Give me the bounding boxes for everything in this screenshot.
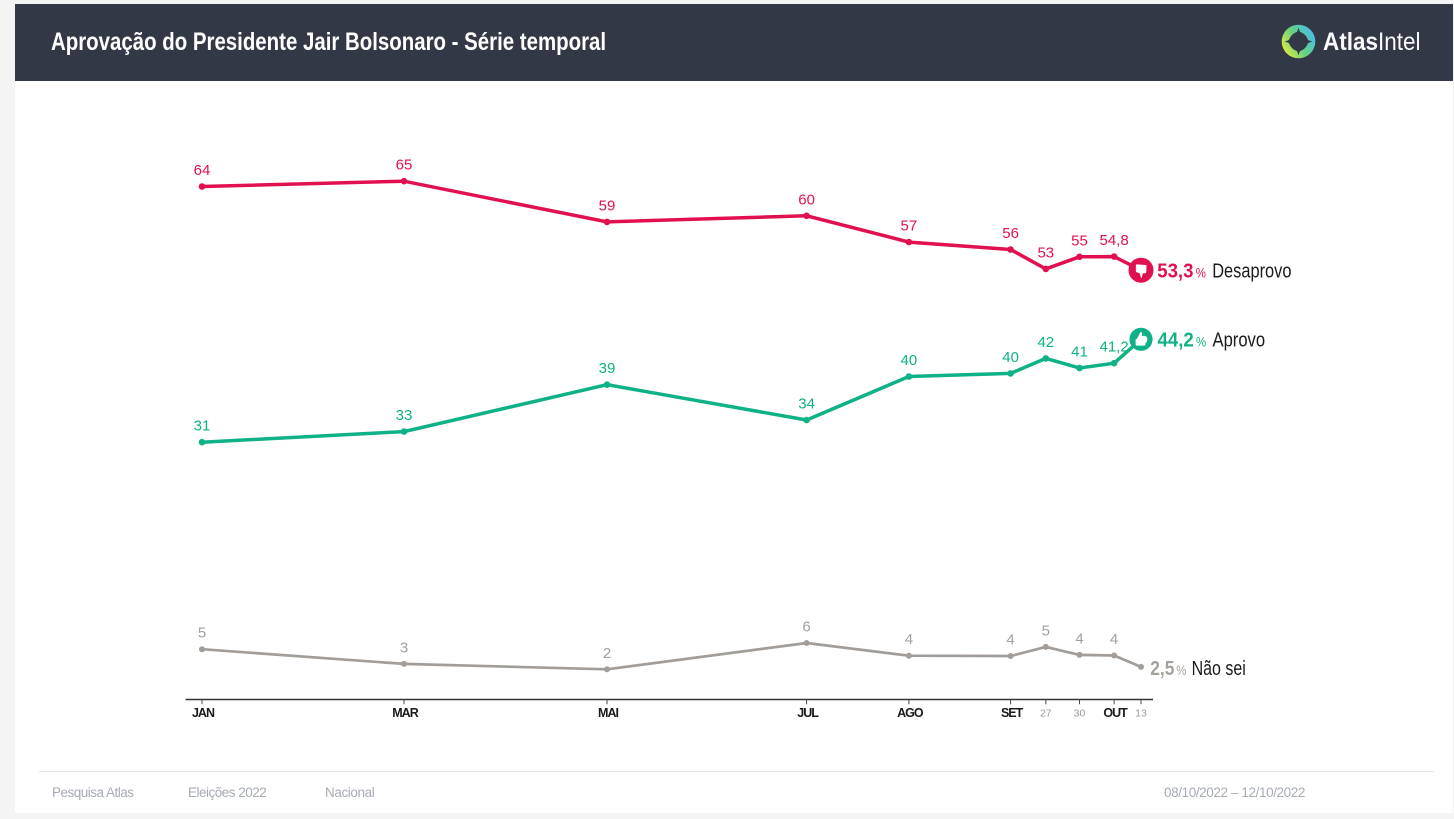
svg-text:MAR: MAR xyxy=(392,706,418,720)
svg-text:53,3: 53,3 xyxy=(1157,260,1193,283)
svg-text:60: 60 xyxy=(798,191,815,208)
svg-text:Não sei: Não sei xyxy=(1192,656,1246,679)
svg-text:2,5: 2,5 xyxy=(1150,658,1175,681)
svg-text:5: 5 xyxy=(198,625,206,642)
svg-text:13: 13 xyxy=(1135,708,1147,720)
svg-text:OUT: OUT xyxy=(1103,706,1128,720)
svg-text:54,8: 54,8 xyxy=(1099,232,1128,249)
svg-text:6: 6 xyxy=(802,619,810,636)
svg-text:Aprovo: Aprovo xyxy=(1213,328,1266,351)
svg-text:40: 40 xyxy=(901,352,918,369)
svg-text:59: 59 xyxy=(599,197,616,214)
svg-text:56: 56 xyxy=(1002,225,1019,242)
svg-text:39: 39 xyxy=(599,360,616,377)
svg-text:5: 5 xyxy=(1042,622,1050,639)
svg-text:JUL: JUL xyxy=(797,706,819,720)
svg-text:55: 55 xyxy=(1071,232,1088,249)
svg-text:30: 30 xyxy=(1074,708,1086,720)
svg-text:SET: SET xyxy=(1001,706,1024,720)
svg-text:42: 42 xyxy=(1037,334,1054,351)
svg-text:41: 41 xyxy=(1071,344,1088,361)
svg-text:4: 4 xyxy=(905,631,913,648)
svg-text:31: 31 xyxy=(194,418,211,435)
svg-text:44,2: 44,2 xyxy=(1158,329,1194,352)
svg-text:2: 2 xyxy=(603,645,611,662)
svg-text:AGO: AGO xyxy=(897,706,924,720)
svg-text:4: 4 xyxy=(1006,632,1014,649)
svg-text:33: 33 xyxy=(396,407,413,424)
svg-text:%: % xyxy=(1196,335,1206,350)
svg-text:Desaprovo: Desaprovo xyxy=(1212,259,1291,282)
svg-text:40: 40 xyxy=(1002,349,1019,366)
svg-text:MAI: MAI xyxy=(598,706,618,720)
svg-text:41,2: 41,2 xyxy=(1099,339,1128,356)
svg-text:34: 34 xyxy=(798,396,815,413)
svg-text:27: 27 xyxy=(1040,708,1052,720)
svg-text:JAN: JAN xyxy=(192,706,215,720)
svg-text:4: 4 xyxy=(1075,630,1083,647)
svg-text:53: 53 xyxy=(1037,244,1054,261)
svg-text:3: 3 xyxy=(400,639,408,656)
svg-text:%: % xyxy=(1176,663,1186,678)
svg-text:4: 4 xyxy=(1110,631,1118,648)
svg-text:64: 64 xyxy=(194,162,211,179)
svg-text:%: % xyxy=(1196,265,1206,280)
svg-text:65: 65 xyxy=(396,157,413,174)
svg-text:57: 57 xyxy=(901,218,918,235)
